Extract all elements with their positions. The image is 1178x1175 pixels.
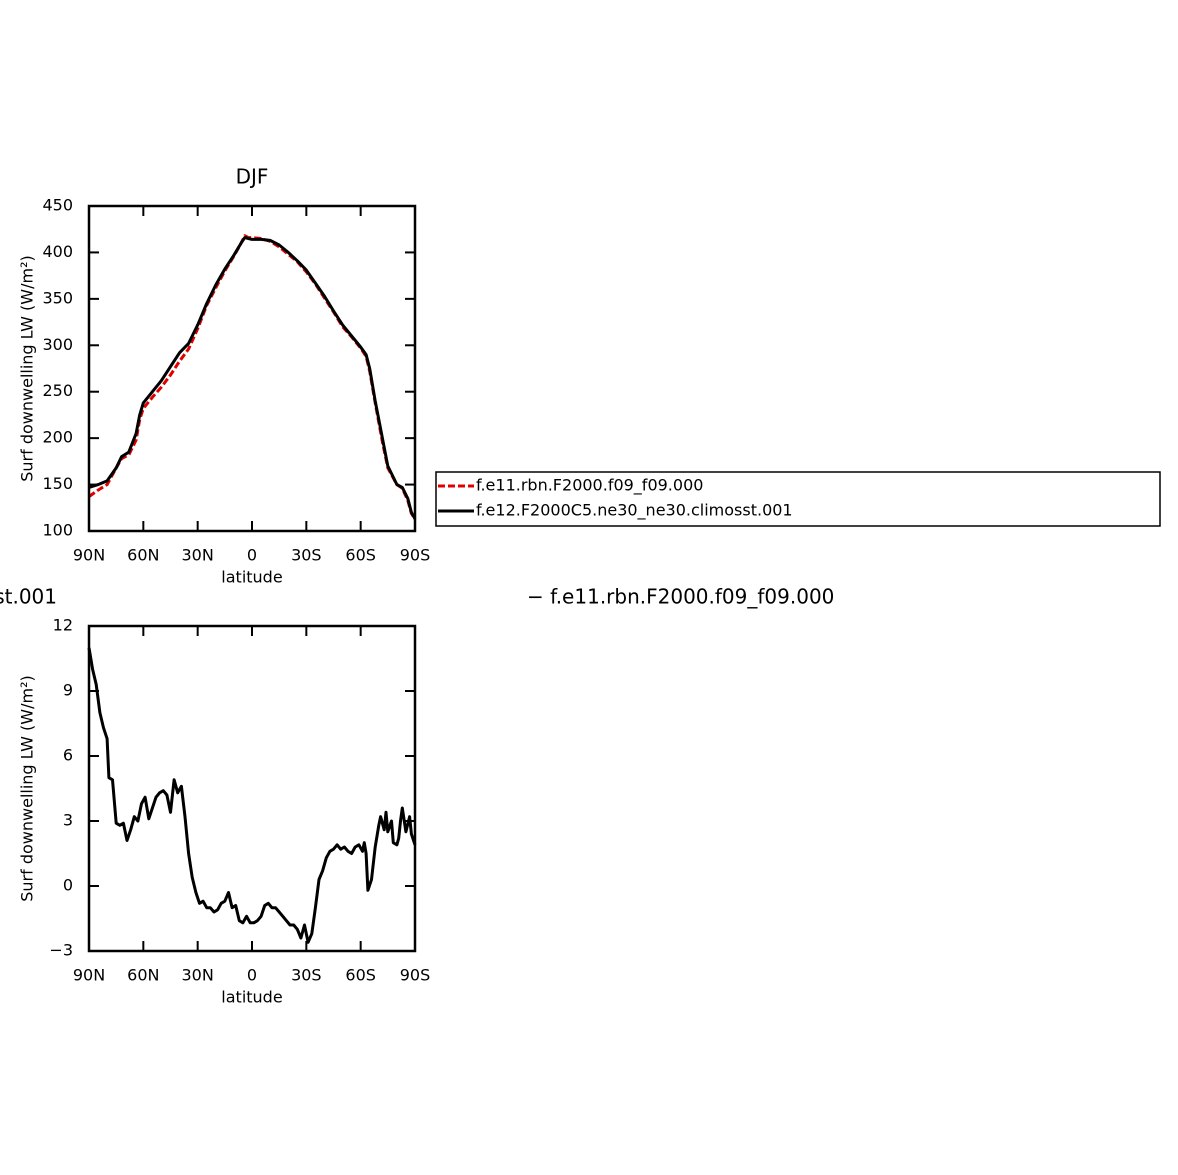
y-tick-label: 150: [42, 474, 73, 493]
y-tick-label: 100: [42, 521, 73, 540]
x-tick-label: 60S: [345, 966, 376, 985]
x-tick-label: 60N: [127, 966, 159, 985]
x-tick-label: 60N: [127, 546, 159, 565]
y-tick-label: 9: [63, 681, 73, 700]
legend-label: f.e12.F2000C5.ne30_ne30.climosst.001: [476, 501, 793, 521]
x-tick-label: 60S: [345, 546, 376, 565]
series-line: [87, 647, 417, 944]
x-axis-label: latitude: [221, 568, 282, 587]
y-tick-label: −3: [49, 941, 73, 960]
y-tick-label: 300: [42, 335, 73, 354]
y-axis-label: Surf downwelling LW (W/m²): [18, 255, 37, 481]
diff-title-left: f.e12.F2000C5.ne30_ne30.climosst.001: [0, 585, 57, 609]
x-tick-label: 0: [247, 966, 257, 985]
x-tick-label: 0: [247, 546, 257, 565]
x-tick-label: 30N: [182, 966, 214, 985]
legend-box: [435, 471, 1161, 527]
chart-title: DJF: [236, 165, 269, 189]
plot-frame: [87, 624, 417, 953]
y-tick-label: 350: [42, 288, 73, 307]
x-axis-label: latitude: [221, 988, 282, 1007]
x-tick-label: 90N: [73, 966, 105, 985]
legend-label: f.e11.rbn.F2000.f09_f09.000: [476, 476, 703, 496]
plot-frame: [87, 204, 417, 533]
y-tick-label: 250: [42, 381, 73, 400]
y-tick-label: 450: [42, 196, 73, 215]
x-tick-label: 30S: [291, 546, 322, 565]
series-line: [88, 236, 417, 520]
x-tick-label: 30N: [182, 546, 214, 565]
x-tick-label: 90N: [73, 546, 105, 565]
diff-title-right: − f.e11.rbn.F2000.f09_f09.000: [527, 585, 834, 609]
y-tick-label: 6: [63, 746, 73, 765]
y-tick-label: 400: [42, 242, 73, 261]
y-tick-label: 12: [53, 616, 73, 635]
y-tick-label: 0: [63, 876, 73, 895]
x-tick-label: 30S: [291, 966, 322, 985]
x-tick-label: 90S: [400, 546, 431, 565]
y-tick-label: 200: [42, 428, 73, 447]
y-tick-label: 3: [63, 811, 73, 830]
y-axis-label: Surf downwelling LW (W/m²): [18, 675, 37, 901]
x-tick-label: 90S: [400, 966, 431, 985]
